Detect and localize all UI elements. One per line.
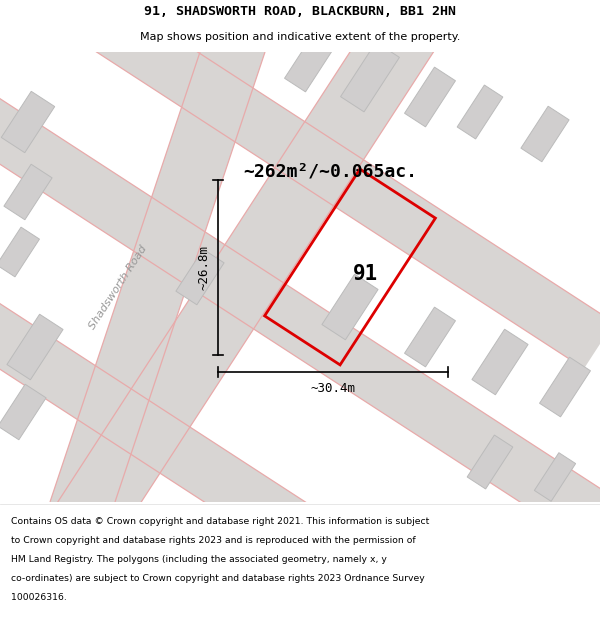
Text: to Crown copyright and database rights 2023 and is reproduced with the permissio: to Crown copyright and database rights 2…	[11, 536, 415, 545]
Polygon shape	[176, 249, 224, 305]
Polygon shape	[1, 91, 55, 152]
Text: Shadsworth Road: Shadsworth Road	[87, 243, 149, 331]
Text: 100026316.: 100026316.	[11, 593, 67, 602]
Polygon shape	[341, 42, 400, 112]
Polygon shape	[0, 384, 46, 440]
Text: HM Land Registry. The polygons (including the associated geometry, namely x, y: HM Land Registry. The polygons (includin…	[11, 555, 386, 564]
Polygon shape	[50, 52, 265, 502]
Text: Contains OS data © Crown copyright and database right 2021. This information is : Contains OS data © Crown copyright and d…	[11, 517, 429, 526]
Text: co-ordinates) are subject to Crown copyright and database rights 2023 Ordnance S: co-ordinates) are subject to Crown copyr…	[11, 574, 425, 583]
Text: 91: 91	[352, 264, 377, 284]
Polygon shape	[50, 0, 491, 551]
Polygon shape	[404, 307, 455, 367]
Polygon shape	[322, 274, 378, 340]
Text: Map shows position and indicative extent of the property.: Map shows position and indicative extent…	[140, 32, 460, 43]
Text: 91, SHADSWORTH ROAD, BLACKBURN, BB1 2HN: 91, SHADSWORTH ROAD, BLACKBURN, BB1 2HN	[144, 5, 456, 18]
Polygon shape	[467, 435, 513, 489]
Text: ~262m²/~0.065ac.: ~262m²/~0.065ac.	[243, 163, 417, 181]
Polygon shape	[0, 227, 40, 277]
Polygon shape	[539, 357, 590, 417]
Polygon shape	[0, 89, 600, 544]
Polygon shape	[284, 32, 335, 92]
Polygon shape	[0, 294, 600, 625]
Text: ~26.8m: ~26.8m	[197, 245, 210, 290]
Polygon shape	[0, 0, 600, 369]
Polygon shape	[472, 329, 528, 395]
Polygon shape	[535, 452, 575, 501]
Polygon shape	[4, 164, 52, 220]
Polygon shape	[7, 314, 63, 380]
Polygon shape	[457, 85, 503, 139]
Polygon shape	[521, 106, 569, 162]
Text: ~30.4m: ~30.4m	[311, 382, 355, 396]
Polygon shape	[404, 67, 455, 127]
